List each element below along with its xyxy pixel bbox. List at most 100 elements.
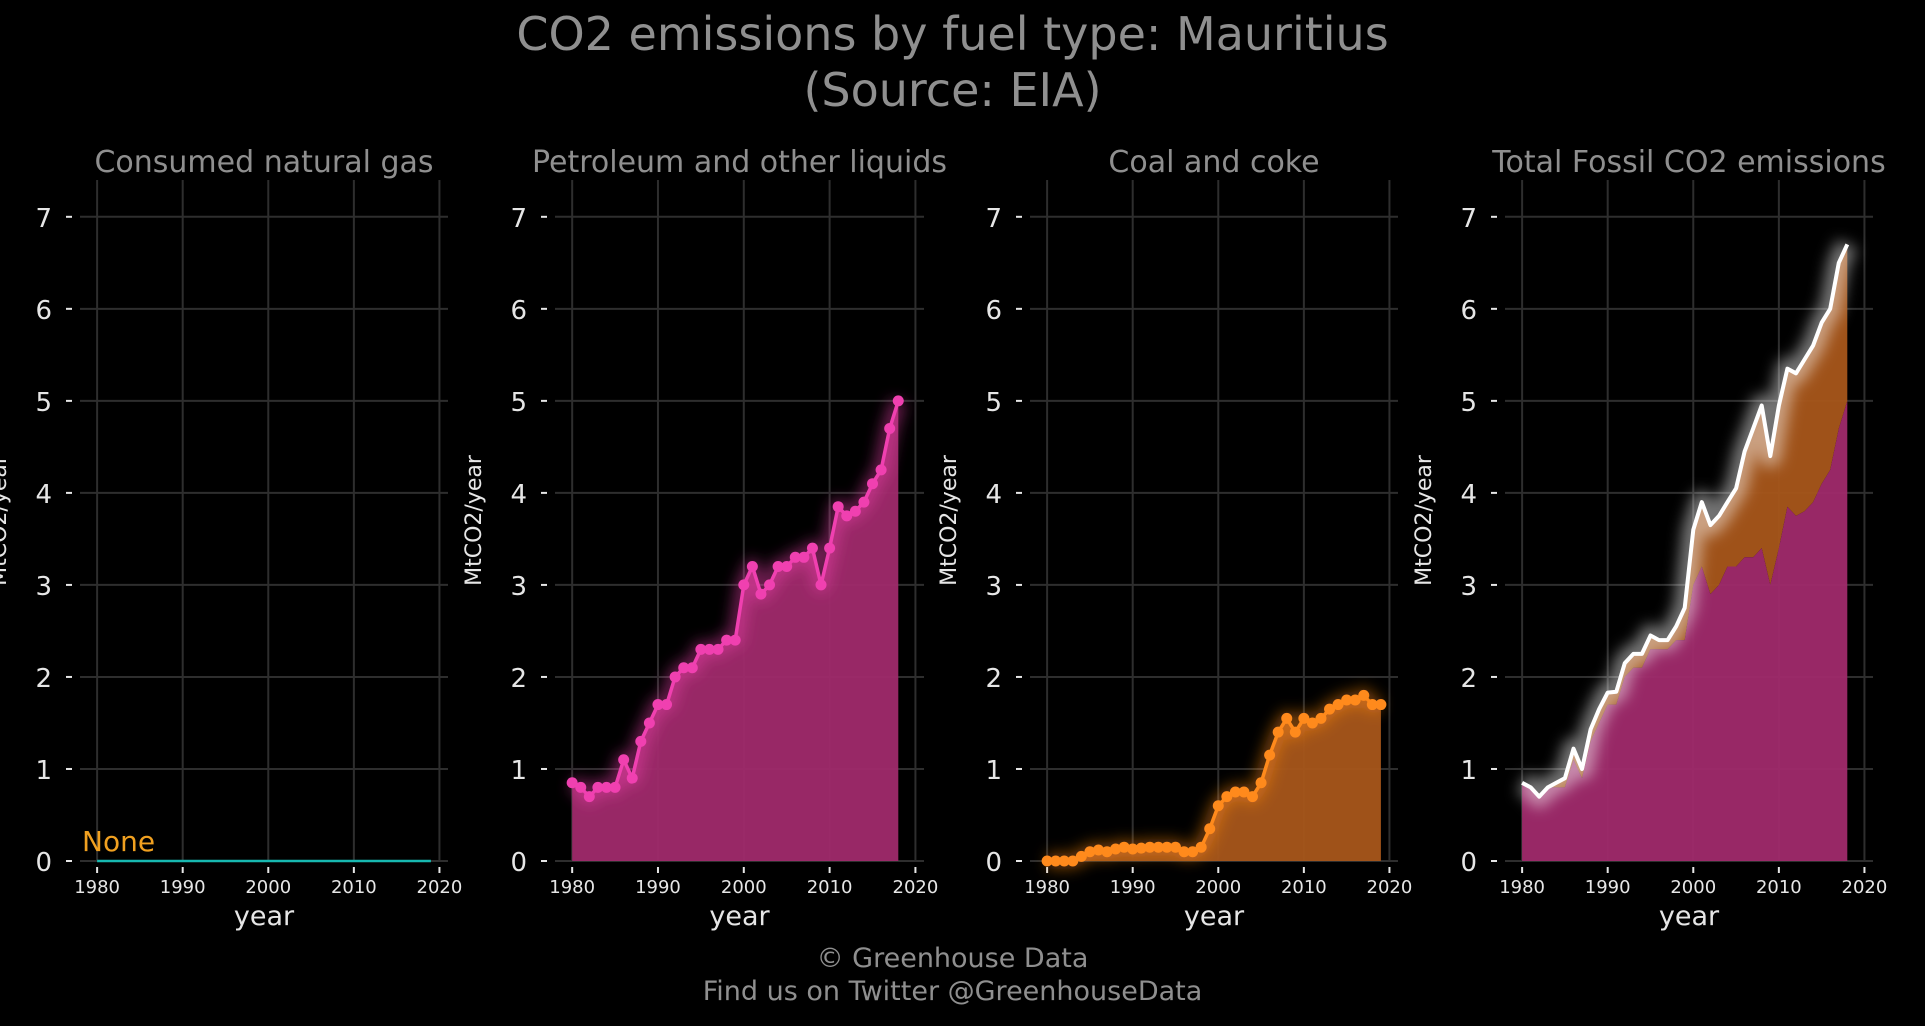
- data-point: [1195, 841, 1207, 853]
- y-tick-label: 5: [985, 388, 1002, 418]
- x-tick-label: 2020: [893, 877, 939, 898]
- y-tick-label: 7: [510, 204, 527, 234]
- data-point: [1341, 694, 1353, 706]
- data-point: [583, 791, 595, 803]
- data-point: [858, 496, 870, 508]
- x-tick-label: 2020: [417, 877, 463, 898]
- panel-4: 0 1 2 3 4 5 6 7 1980 1990 2000 2010 2020 Total Fossil…: [1412, 145, 1887, 932]
- y-tick-label: 2: [35, 664, 52, 694]
- data-point: [1375, 699, 1387, 711]
- data-point: [1118, 841, 1130, 853]
- data-point: [618, 754, 630, 766]
- data-point: [1135, 842, 1147, 854]
- y-tick-label: 2: [510, 664, 527, 694]
- y-axis-label: MtCO2/year: [0, 454, 12, 586]
- x-tick-label: 1980: [1499, 877, 1545, 898]
- x-axis-label: year: [234, 901, 295, 932]
- coal-stack-area: [1522, 244, 1848, 797]
- series-area: [572, 400, 899, 861]
- x-tick-label: 2000: [1195, 877, 1241, 898]
- x-tick-label: 1980: [74, 877, 120, 898]
- y-tick-label: 0: [510, 848, 527, 878]
- data-point: [1229, 786, 1241, 798]
- y-tick-label: 4: [985, 480, 1002, 510]
- data-point: [806, 542, 818, 554]
- y-tick-label: 6: [1460, 296, 1477, 326]
- data-point: [1041, 855, 1053, 867]
- data-point: [566, 777, 578, 789]
- data-point: [755, 588, 767, 600]
- y-tick-label: 4: [1460, 480, 1477, 510]
- data-point: [1058, 855, 1070, 867]
- data-point: [600, 781, 612, 793]
- y-tick-label: 3: [985, 572, 1002, 602]
- panel-title: Total Fossil CO2 emissions: [1491, 145, 1885, 180]
- chart-title-line1: CO2 emissions by fuel type: Mauritius: [516, 7, 1389, 61]
- data-point: [1238, 786, 1250, 798]
- data-point: [789, 551, 801, 563]
- data-point: [798, 551, 810, 563]
- x-tick-label: 1980: [1024, 877, 1070, 898]
- data-point: [772, 561, 784, 573]
- panel-1: 0 1 2 3 4 5 6 7 1980 1990 2000 2010 2020 Consumed nat…: [0, 145, 462, 932]
- y-tick-label: 1: [985, 756, 1002, 786]
- x-tick-label: 1990: [635, 877, 681, 898]
- x-tick-label: 2010: [807, 877, 853, 898]
- x-axis-label: year: [1184, 901, 1245, 932]
- data-point: [1075, 850, 1087, 862]
- data-point: [849, 505, 861, 517]
- data-point: [1212, 800, 1224, 812]
- data-point: [1315, 712, 1327, 724]
- y-tick-label: 7: [1460, 204, 1477, 234]
- data-point: [1092, 844, 1104, 856]
- data-point: [1204, 823, 1216, 835]
- data-point: [1272, 726, 1284, 738]
- x-tick-label: 2020: [1367, 877, 1413, 898]
- data-point: [643, 717, 655, 729]
- x-tick-label: 1980: [549, 877, 595, 898]
- y-tick-label: 6: [510, 296, 527, 326]
- panel-title: Petroleum and other liquids: [532, 145, 947, 180]
- data-point: [1169, 841, 1181, 853]
- data-point: [832, 501, 844, 513]
- data-point: [652, 699, 664, 711]
- data-point: [729, 634, 741, 646]
- y-tick-label: 3: [35, 572, 52, 602]
- panel-title: Coal and coke: [1108, 145, 1319, 180]
- y-tick-label: 0: [985, 848, 1002, 878]
- data-point: [609, 781, 621, 793]
- y-axis-label: MtCO2/year: [1412, 454, 1437, 586]
- data-point: [1349, 694, 1361, 706]
- panel-3: 0 1 2 3 4 5 6 7 1980 1990 2000 2010 2020 Coal and cok…: [937, 145, 1412, 932]
- data-point: [1067, 855, 1079, 867]
- y-tick-label: 0: [1460, 848, 1477, 878]
- x-tick-label: 2000: [721, 877, 767, 898]
- y-tick-label: 0: [35, 848, 52, 878]
- data-point: [669, 671, 681, 683]
- y-tick-label: 1: [510, 756, 527, 786]
- x-tick-label: 2010: [1756, 877, 1802, 898]
- petroleum-stack-area: [1522, 400, 1848, 861]
- x-tick-label: 2010: [1281, 877, 1327, 898]
- none-annotation: None: [82, 825, 155, 858]
- x-tick-label: 2000: [1670, 877, 1716, 898]
- footer: © Greenhouse Data Find us on Twitter @Gr…: [0, 942, 1905, 1008]
- y-tick-label: 6: [985, 296, 1002, 326]
- data-point: [746, 561, 758, 573]
- data-point: [678, 662, 690, 674]
- y-axis-label: MtCO2/year: [937, 454, 962, 586]
- footer-twitter: Find us on Twitter @GreenhouseData: [702, 976, 1203, 1007]
- y-tick-label: 1: [35, 756, 52, 786]
- y-tick-label: 1: [1460, 756, 1477, 786]
- data-point: [1255, 777, 1267, 789]
- data-point: [712, 643, 724, 655]
- y-tick-label: 3: [1460, 572, 1477, 602]
- y-tick-label: 5: [35, 388, 52, 418]
- data-point: [592, 781, 604, 793]
- total-line: [1521, 243, 1850, 799]
- data-point: [1127, 843, 1139, 855]
- x-tick-label: 1990: [160, 877, 206, 898]
- chart-title-line2: (Source: EIA): [803, 63, 1102, 117]
- data-point: [1084, 846, 1096, 858]
